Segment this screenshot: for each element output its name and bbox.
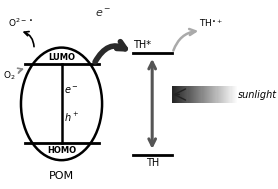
Text: HOMO: HOMO [47, 146, 76, 155]
Bar [187, 86, 188, 103]
Text: TH*: TH* [133, 40, 151, 50]
Bar [213, 86, 215, 103]
Bar [199, 86, 201, 103]
Bar [182, 86, 183, 103]
Bar [184, 86, 186, 103]
Bar [198, 86, 200, 103]
Bar [222, 86, 223, 103]
Bar [194, 86, 195, 103]
Text: TH: TH [146, 158, 159, 168]
Text: $e^-$: $e^-$ [64, 85, 78, 96]
Bar [192, 86, 193, 103]
Bar [218, 86, 219, 103]
Text: POM: POM [49, 171, 74, 181]
Bar [203, 86, 205, 103]
Bar [229, 86, 231, 103]
Bar [188, 86, 190, 103]
Bar [211, 86, 212, 103]
Bar [202, 86, 203, 103]
Bar [180, 86, 181, 103]
Text: O$_2$: O$_2$ [3, 70, 16, 82]
Bar [217, 86, 218, 103]
Bar [234, 86, 235, 103]
Bar [183, 86, 185, 103]
Bar [221, 86, 222, 103]
Bar [202, 86, 204, 103]
Bar [196, 86, 197, 103]
Bar [173, 86, 175, 103]
Bar [227, 86, 229, 103]
Bar [214, 86, 216, 103]
Bar [219, 86, 220, 103]
Bar [179, 86, 180, 103]
Bar [208, 86, 209, 103]
Bar [226, 86, 227, 103]
Text: O$^{2-\bullet}$: O$^{2-\bullet}$ [8, 17, 33, 29]
Bar [207, 86, 208, 103]
Bar [197, 86, 198, 103]
Bar [178, 86, 179, 103]
Bar [190, 86, 191, 103]
Bar [175, 86, 176, 103]
Bar [187, 86, 189, 103]
Text: TH$^{\bullet+}$: TH$^{\bullet+}$ [198, 17, 223, 29]
Bar [232, 86, 233, 103]
Bar [223, 86, 224, 103]
Bar [176, 86, 177, 103]
Bar [209, 86, 210, 103]
Bar [225, 86, 226, 103]
Text: $h^+$: $h^+$ [63, 110, 79, 124]
Text: sunlight: sunlight [238, 90, 277, 99]
Bar [236, 86, 237, 103]
Bar [177, 86, 178, 103]
Text: $e^-$: $e^-$ [95, 8, 111, 19]
Bar [205, 86, 206, 103]
Bar [181, 86, 182, 103]
Bar [195, 86, 196, 103]
Bar [230, 86, 232, 103]
Bar [185, 86, 187, 103]
Bar [235, 86, 236, 103]
Bar [224, 86, 225, 103]
Bar [228, 86, 230, 103]
Bar [200, 86, 202, 103]
Bar [206, 86, 207, 103]
Bar [210, 86, 211, 103]
Bar [233, 86, 234, 103]
Bar [215, 86, 217, 103]
Bar [193, 86, 194, 103]
Text: LUMO: LUMO [48, 53, 75, 62]
Bar [212, 86, 214, 103]
Bar [191, 86, 192, 103]
Bar [220, 86, 221, 103]
Bar [172, 86, 174, 103]
